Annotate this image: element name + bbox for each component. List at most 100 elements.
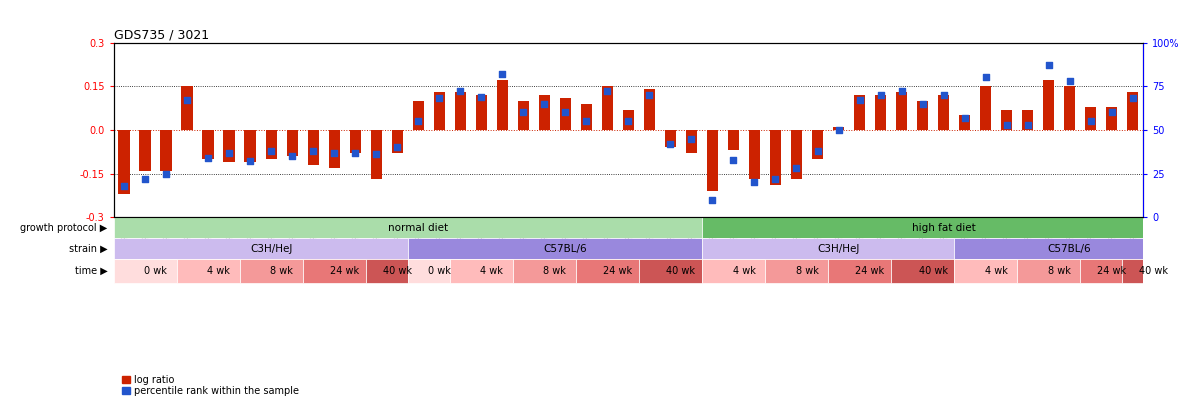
Text: 24 wk: 24 wk xyxy=(1098,266,1126,276)
Point xyxy=(366,151,385,158)
Bar xyxy=(286,130,298,156)
Bar xyxy=(581,104,593,130)
Bar xyxy=(917,101,929,130)
Point xyxy=(913,100,932,107)
Point xyxy=(703,197,722,203)
Point xyxy=(830,127,849,133)
Point xyxy=(535,100,554,107)
Bar xyxy=(539,95,551,130)
Text: 40 wk: 40 wk xyxy=(667,266,695,276)
Bar xyxy=(791,130,802,179)
Text: C3H/HeJ: C3H/HeJ xyxy=(250,243,292,254)
Text: 4 wk: 4 wk xyxy=(733,266,755,276)
Bar xyxy=(812,130,824,159)
Point xyxy=(493,71,512,77)
FancyBboxPatch shape xyxy=(114,238,408,259)
Text: time ▶: time ▶ xyxy=(75,266,108,276)
FancyBboxPatch shape xyxy=(408,259,450,284)
FancyBboxPatch shape xyxy=(576,259,639,284)
Bar xyxy=(182,86,193,130)
Point xyxy=(1081,118,1100,124)
Point xyxy=(577,118,596,124)
Bar xyxy=(475,95,487,130)
Text: normal diet: normal diet xyxy=(388,223,449,233)
Point xyxy=(682,135,701,142)
Text: 4 wk: 4 wk xyxy=(480,266,503,276)
Point xyxy=(282,153,302,160)
Point xyxy=(1102,109,1122,116)
Point xyxy=(514,109,533,116)
Text: growth protocol ▶: growth protocol ▶ xyxy=(20,223,108,233)
Bar xyxy=(895,92,907,130)
Point xyxy=(220,149,239,156)
Point xyxy=(157,171,176,177)
Point xyxy=(597,88,616,95)
Text: C57BL/6: C57BL/6 xyxy=(1047,243,1092,254)
Bar xyxy=(455,92,466,130)
Text: 24 wk: 24 wk xyxy=(330,266,359,276)
FancyBboxPatch shape xyxy=(701,217,1165,238)
Point xyxy=(976,74,995,81)
Point xyxy=(892,88,911,95)
Bar xyxy=(602,86,613,130)
Bar xyxy=(160,130,172,171)
Bar xyxy=(644,89,655,130)
FancyBboxPatch shape xyxy=(891,259,954,284)
Point xyxy=(408,118,427,124)
Bar xyxy=(833,127,844,130)
Bar xyxy=(371,130,382,179)
Point xyxy=(1123,95,1142,102)
Bar xyxy=(266,130,277,159)
FancyBboxPatch shape xyxy=(1017,259,1080,284)
Point xyxy=(241,158,260,165)
Point xyxy=(661,141,680,147)
FancyBboxPatch shape xyxy=(450,259,512,284)
Bar xyxy=(686,130,697,153)
Bar xyxy=(1001,110,1013,130)
Text: strain ▶: strain ▶ xyxy=(69,243,108,254)
Point xyxy=(388,144,407,151)
Point xyxy=(1017,122,1037,128)
Bar xyxy=(664,130,676,147)
Text: high fat diet: high fat diet xyxy=(912,223,976,233)
Bar xyxy=(308,130,320,165)
Point xyxy=(430,95,449,102)
Point xyxy=(1039,62,1058,68)
Point xyxy=(555,109,575,116)
Bar xyxy=(1022,110,1033,130)
Text: 0 wk: 0 wk xyxy=(145,266,168,276)
Bar xyxy=(706,130,718,191)
Point xyxy=(304,148,323,154)
Bar xyxy=(622,110,634,130)
Point xyxy=(786,165,806,172)
Text: 40 wk: 40 wk xyxy=(1140,266,1168,276)
Text: 8 wk: 8 wk xyxy=(543,266,566,276)
Bar xyxy=(413,101,424,130)
Point xyxy=(199,155,218,161)
Point xyxy=(135,176,154,182)
Text: 4 wk: 4 wk xyxy=(985,266,1008,276)
Point xyxy=(346,149,365,156)
Point xyxy=(934,92,953,98)
Bar xyxy=(1064,86,1075,130)
Point xyxy=(115,183,134,189)
Point xyxy=(472,94,491,100)
Bar xyxy=(433,92,445,130)
Point xyxy=(745,179,764,185)
Text: C57BL/6: C57BL/6 xyxy=(543,243,588,254)
Bar xyxy=(244,130,256,162)
FancyBboxPatch shape xyxy=(512,259,576,284)
Point xyxy=(262,148,281,154)
Text: 40 wk: 40 wk xyxy=(383,266,412,276)
Point xyxy=(324,149,344,156)
Text: 40 wk: 40 wk xyxy=(918,266,948,276)
Point xyxy=(808,148,827,154)
FancyBboxPatch shape xyxy=(765,259,828,284)
Bar xyxy=(202,130,214,159)
FancyBboxPatch shape xyxy=(366,259,408,284)
Bar xyxy=(770,130,782,185)
FancyBboxPatch shape xyxy=(114,259,177,284)
Text: 0 wk: 0 wk xyxy=(427,266,451,276)
Point xyxy=(451,88,470,95)
Bar xyxy=(980,86,991,130)
